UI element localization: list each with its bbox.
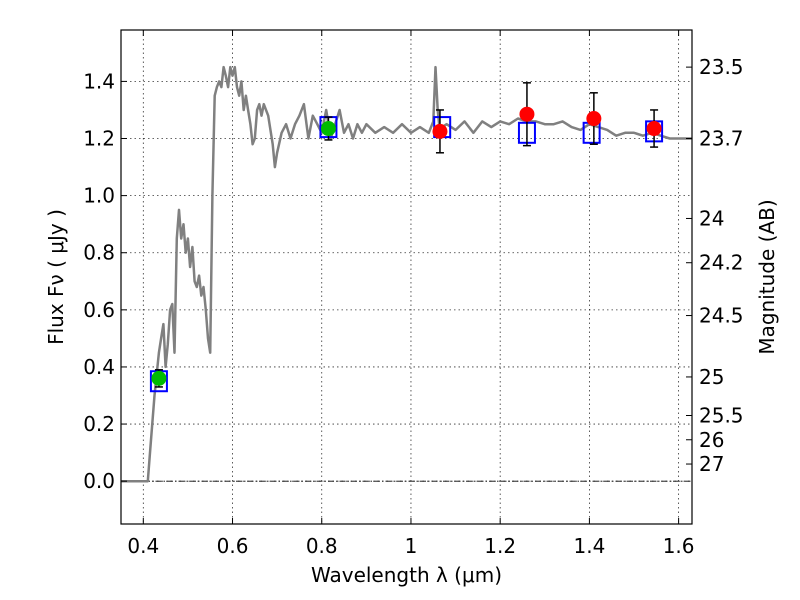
y-tick-label-right: 24.2	[699, 251, 744, 275]
y-tick-label-right: 26	[699, 428, 724, 452]
tick-marks	[121, 30, 692, 524]
y-tick-label: 0.6	[83, 298, 115, 322]
observed-flux-point	[646, 121, 662, 137]
observed-flux-point	[151, 370, 167, 386]
data-series	[121, 65, 692, 483]
y-tick-label: 0.4	[83, 355, 115, 379]
y-tick-label-right: 25	[699, 365, 724, 389]
x-tick-label: 0.6	[217, 534, 249, 558]
y-tick-label: 0.0	[83, 469, 115, 493]
y-tick-label: 1.4	[83, 69, 115, 93]
x-tick-label: 1.6	[663, 534, 695, 558]
observed-flux-point	[519, 106, 535, 122]
x-tick-label: 1.2	[484, 534, 516, 558]
observed-flux-point	[320, 121, 336, 137]
y-tick-label-right: 23.5	[699, 55, 744, 79]
y-tick-label: 1.0	[83, 184, 115, 208]
plot-frame	[120, 29, 693, 525]
y-tick-label: 0.8	[83, 241, 115, 265]
x-tick-label: 0.4	[127, 534, 159, 558]
model-spectrum-line	[121, 65, 692, 483]
x-tick-label: 1	[405, 534, 418, 558]
x-tick-label: 0.8	[306, 534, 338, 558]
y-tick-label-right: 24	[699, 206, 724, 230]
y-tick-label-right: 25.5	[699, 403, 744, 427]
y-tick-label-right: 27	[699, 452, 724, 476]
tick-labels: 0.4 0.6 0.8 1 1.2 1.4 1.6 0.0 0.2 0.4 0.6 0.8 1.0 1.2…	[83, 55, 743, 558]
y-tick-label: 1.2	[83, 127, 115, 151]
y-tick-label-right: 23.7	[699, 127, 744, 151]
x-axis-label: Wavelength λ (μm)	[311, 563, 502, 587]
y-tick-label: 0.2	[83, 412, 115, 436]
y-tick-label-right: 24.5	[699, 304, 744, 328]
observed-flux-point	[432, 123, 448, 139]
grid	[121, 30, 692, 524]
x-tick-label: 1.4	[573, 534, 605, 558]
observed-flux-point	[586, 111, 602, 127]
y-axis-label: Flux Fν ( μJy )	[44, 209, 68, 345]
y-axis-label-right: Magnitude (AB)	[755, 199, 779, 354]
